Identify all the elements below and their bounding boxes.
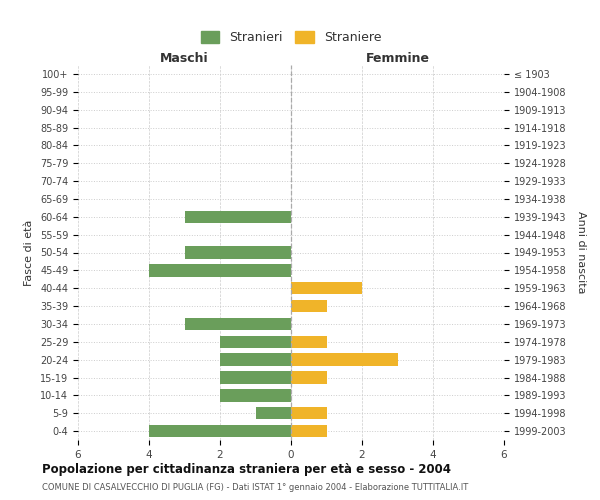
Text: Popolazione per cittadinanza straniera per età e sesso - 2004: Popolazione per cittadinanza straniera p… [42, 462, 451, 475]
Bar [185, 318, 291, 330]
Bar [291, 407, 326, 420]
Bar [185, 246, 291, 259]
Text: COMUNE DI CASALVECCHIO DI PUGLIA (FG) - Dati ISTAT 1° gennaio 2004 - Elaborazion: COMUNE DI CASALVECCHIO DI PUGLIA (FG) - … [42, 482, 468, 492]
Legend: Stranieri, Straniere: Stranieri, Straniere [196, 26, 386, 49]
Bar [291, 425, 326, 438]
Bar [291, 336, 326, 348]
Bar [149, 425, 291, 438]
Bar [220, 354, 291, 366]
Bar [291, 300, 326, 312]
Bar [291, 354, 398, 366]
Bar [256, 407, 291, 420]
Bar [291, 282, 362, 294]
Bar [291, 371, 326, 384]
Bar [220, 336, 291, 348]
Bar [185, 210, 291, 223]
Bar [220, 371, 291, 384]
Text: Femmine: Femmine [365, 52, 430, 65]
Y-axis label: Anni di nascita: Anni di nascita [576, 211, 586, 294]
Y-axis label: Fasce di età: Fasce di età [25, 220, 34, 286]
Bar [220, 389, 291, 402]
Bar [149, 264, 291, 276]
Text: Maschi: Maschi [160, 52, 209, 65]
